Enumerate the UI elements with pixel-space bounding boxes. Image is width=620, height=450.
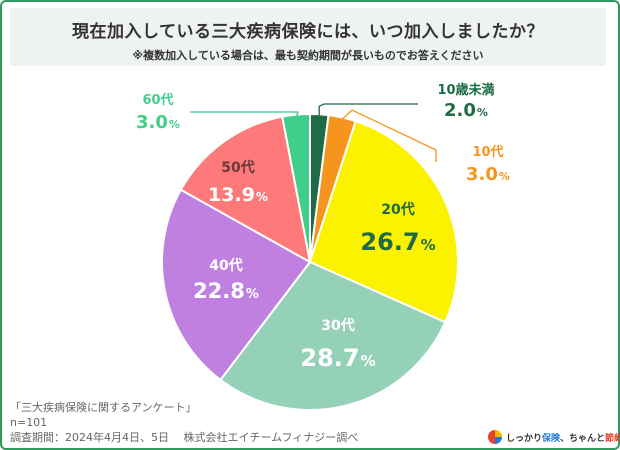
- pie-slice-sixties: [281, 112, 311, 263]
- slice-value-teens: 3.0%: [466, 164, 510, 185]
- leader-lines: [190, 103, 437, 162]
- chart-subtitle: ※複数加入している場合は、最も契約期間が長いものでお答えください: [132, 49, 484, 62]
- pie-slice-twenties: [308, 119, 459, 324]
- footer-notes: 「三大疾病保険に関するアンケート」 n=101 調査期間：2024年4月4日、5…: [10, 400, 358, 445]
- leader-line-teens: [341, 109, 437, 162]
- brand-logo: しっかり保険、ちゃんと節約。: [488, 428, 620, 446]
- slice-label-under-10: 10歳未満: [437, 82, 494, 98]
- slice-value-under-10: 2.0%: [444, 100, 488, 121]
- pie-slice-forties: [161, 188, 312, 382]
- slice-value-thirties: 28.7%: [300, 344, 375, 372]
- sample-size: n=101: [10, 416, 48, 429]
- leader-line-under-10: [318, 103, 418, 117]
- slice-value-twenties: 26.7%: [360, 228, 435, 256]
- survey-name: 「三大疾病保険に関するアンケート」: [10, 401, 197, 414]
- logo-text: しっかり保険、ちゃんと節約。: [506, 433, 620, 444]
- slice-label-twenties: 20代: [381, 201, 414, 218]
- slice-label-forties: 40代: [209, 257, 242, 274]
- logo-icon: [488, 430, 502, 444]
- slice-label-sixties: 60代: [142, 92, 173, 108]
- slice-value-sixties: 3.0%: [136, 112, 180, 133]
- chart-title: 現在加入している三大疾病保険には、いつ加入しましたか？: [72, 22, 544, 42]
- slice-label-thirties: 30代: [321, 317, 354, 334]
- slice-label-teens: 10代: [472, 144, 503, 160]
- pie-slice-fifties: [179, 115, 312, 264]
- survey-period: 調査期間：2024年4月4日、5日 株式会社エイチームフィナジー調べ: [10, 431, 359, 444]
- header-panel: 現在加入している三大疾病保険には、いつ加入しましたか？ ※複数加入している場合は…: [10, 8, 606, 66]
- leader-line-sixties: [190, 111, 299, 117]
- slice-value-forties: 22.8%: [193, 279, 259, 303]
- slice-value-fifties: 13.9%: [208, 184, 268, 206]
- slice-labels: 10歳未満 2.0% 10代 3.0% 20代 26.7% 30代 28.7% 40代 22.8%…: [136, 82, 510, 372]
- pie-slice-thirties: [219, 260, 447, 411]
- slice-label-fifties: 50代: [221, 159, 254, 176]
